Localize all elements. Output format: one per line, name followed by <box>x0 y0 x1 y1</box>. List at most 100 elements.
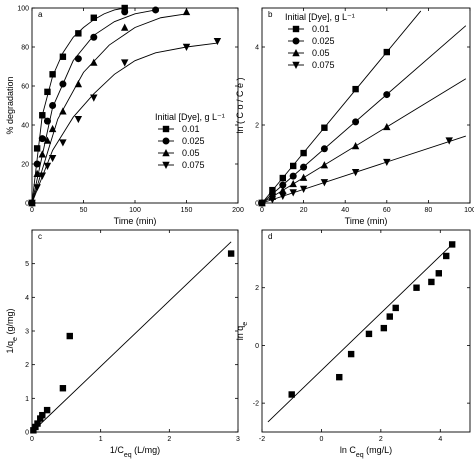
data-point <box>121 8 129 16</box>
data-point <box>59 80 67 88</box>
x-tick-label: 20 <box>300 207 308 214</box>
data-point <box>90 33 98 41</box>
legend-marker-0.025 <box>162 137 170 145</box>
x-tick-label: 80 <box>425 207 433 214</box>
panel-label: d <box>268 232 272 241</box>
data-point <box>321 124 328 131</box>
data-point <box>383 122 391 131</box>
panel-label: a <box>38 10 43 19</box>
legend-marker-0.01 <box>162 125 170 133</box>
x-tick-label: 0 <box>30 207 34 214</box>
data-point <box>320 161 329 169</box>
data-point <box>289 189 297 197</box>
data-point <box>351 168 360 177</box>
y-tick-label: 60 <box>21 84 29 91</box>
y-tick-label: 0 <box>255 343 259 350</box>
legend-marker-0.075 <box>292 61 300 69</box>
data-point <box>49 71 56 78</box>
y-tick-label: 80 <box>21 45 29 52</box>
data-point <box>300 163 308 171</box>
fit-line-0.025 <box>261 25 467 204</box>
data-point <box>75 30 82 37</box>
data-point <box>279 186 287 194</box>
y-axis-label: ln qe <box>235 322 249 341</box>
data-point <box>351 142 360 150</box>
legend-entry: 0.01 <box>182 124 200 134</box>
legend-marker-0.075 <box>162 161 170 169</box>
data-point <box>365 330 373 338</box>
legend-marker-0.05 <box>162 149 170 157</box>
legend-entry: 0.025 <box>312 36 335 46</box>
data-point <box>268 196 277 204</box>
data-point <box>48 154 57 163</box>
data-point <box>30 427 37 434</box>
x-tick-label: -2 <box>259 436 265 443</box>
data-point <box>38 150 46 158</box>
data-point <box>383 158 391 167</box>
data-point <box>290 162 297 170</box>
y-tick-label: 0 <box>255 201 259 208</box>
data-point <box>227 250 235 257</box>
data-point <box>320 179 329 187</box>
data-point <box>383 48 390 56</box>
legend-entry: 0.05 <box>182 148 200 158</box>
data-point <box>44 88 51 96</box>
x-tick-label: 1 <box>99 436 103 443</box>
data-point <box>347 350 355 358</box>
data-point <box>435 270 442 277</box>
data-point <box>289 179 297 188</box>
y-tick-label: 2 <box>255 123 259 130</box>
data-point <box>258 199 266 207</box>
data-point <box>59 385 67 392</box>
fit-line <box>31 241 232 433</box>
legend-entry: 0.075 <box>312 60 335 70</box>
x-tick-label: 100 <box>129 207 141 214</box>
data-point <box>74 115 83 124</box>
plot-frame <box>261 7 471 204</box>
data-point <box>38 172 46 180</box>
data-point <box>152 6 160 14</box>
data-point <box>428 278 435 286</box>
y-tick-label: 0 <box>25 430 29 437</box>
data-point <box>33 145 41 152</box>
legend-entry: 0.05 <box>312 48 330 58</box>
data-point <box>269 186 276 194</box>
x-tick-label: 0 <box>30 436 34 443</box>
y-tick-label: 5 <box>25 261 29 268</box>
data-point <box>443 252 450 260</box>
data-point <box>392 304 399 312</box>
x-axis-label: Time (min) <box>345 216 388 226</box>
x-tick-label: 150 <box>181 207 193 214</box>
legend-title: Initial [Dye], g L⁻¹ <box>155 112 225 122</box>
legend-marker-0.05 <box>292 49 300 57</box>
x-tick-label: 2 <box>379 436 383 443</box>
y-tick-label: 4 <box>25 295 29 302</box>
data-point <box>121 23 129 31</box>
legend-title: Initial [Dye], g L⁻¹ <box>285 12 355 22</box>
data-point <box>121 59 129 67</box>
fit-curve-0.075 <box>31 42 218 204</box>
data-point <box>37 415 44 422</box>
data-point <box>33 169 41 177</box>
y-tick-label: -2 <box>253 401 259 408</box>
panel-label: c <box>38 232 42 241</box>
data-point <box>66 332 73 340</box>
data-point <box>121 4 128 12</box>
data-point <box>43 136 52 144</box>
x-tick-label: 100 <box>464 207 474 214</box>
data-point <box>182 7 191 16</box>
data-point <box>90 94 98 102</box>
data-point <box>74 55 82 63</box>
data-point <box>352 85 359 93</box>
chart-panel-d: d -2 0 2 4 -2 0 2 ln Ceq (mg/L) ln qe <box>235 229 471 459</box>
data-point <box>413 284 420 291</box>
data-point <box>288 391 295 398</box>
legend-entry: 0.01 <box>312 24 330 34</box>
data-point <box>43 117 51 125</box>
y-axis-label: 1/qe (g/mg) <box>5 309 19 354</box>
data-point <box>289 172 297 180</box>
x-tick-label: 50 <box>80 207 88 214</box>
plot-frame <box>261 229 471 433</box>
data-point <box>383 91 391 99</box>
